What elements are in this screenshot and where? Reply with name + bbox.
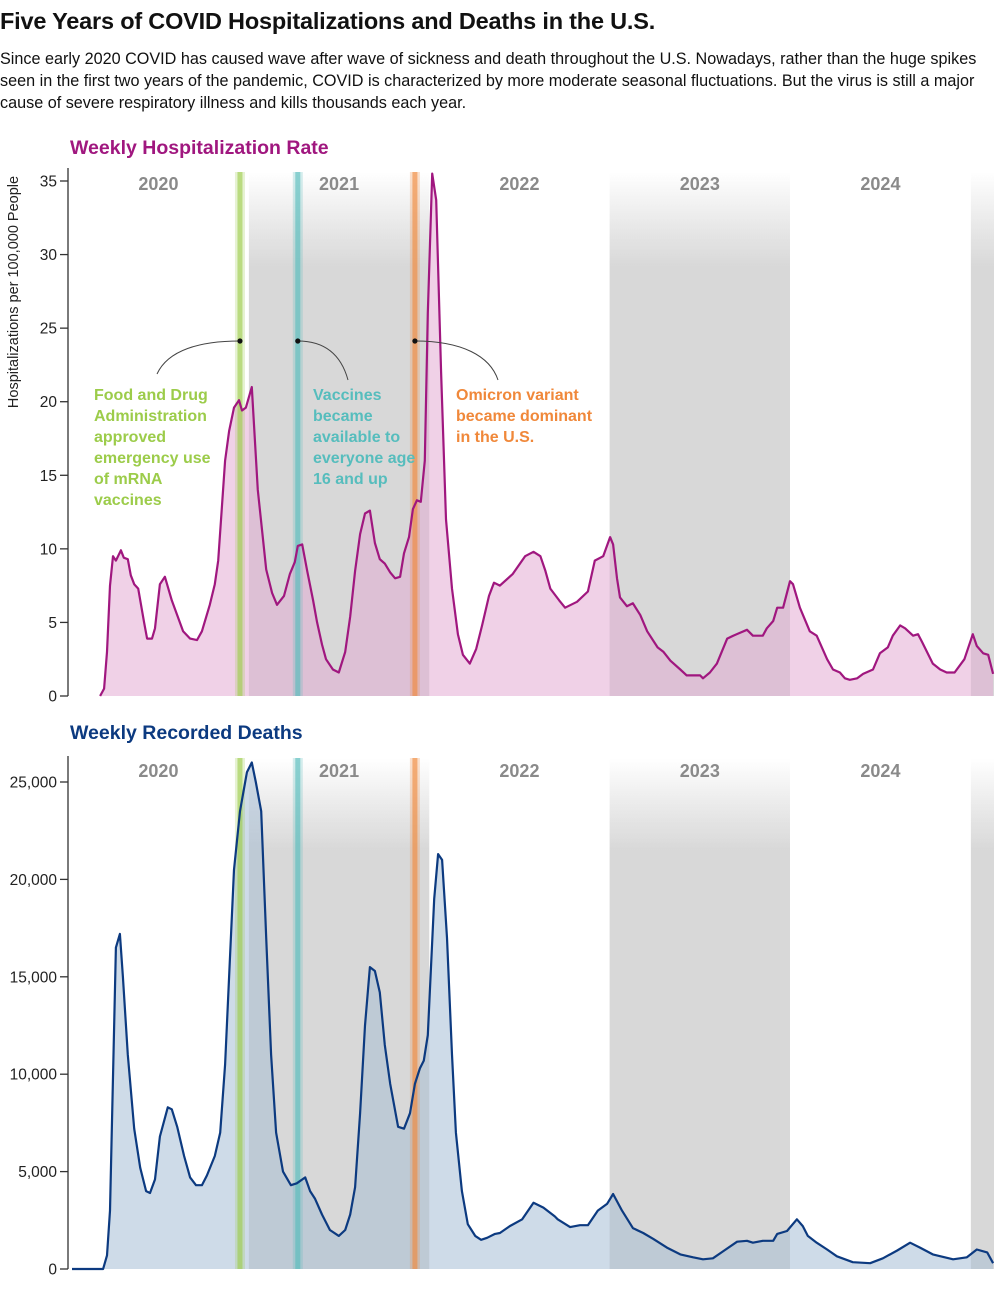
annotation-text-vaccine_all: became	[313, 408, 373, 425]
deaths-chart: Weekly Recorded Deaths 2020 2021 2022 2023 2…	[10, 722, 995, 1279]
y-tick-label: 5,000	[18, 1164, 57, 1181]
y-tick-label: 0	[48, 689, 57, 706]
y-tick-label: 15	[40, 468, 57, 485]
annotation-text-fda: Food and Drug	[94, 387, 208, 404]
y-tick-label: 0	[48, 1262, 57, 1279]
hospitalization-chart: Weekly Hospitalization Rate Hospitalizat…	[6, 137, 995, 706]
year-label-2022: 2022	[499, 761, 539, 781]
year-shade-overlay-2021	[248, 758, 430, 1269]
year-shading-overlay	[248, 758, 994, 1269]
annotation-band-omicron	[412, 172, 418, 696]
year-label-2024: 2024	[860, 174, 900, 194]
y-tick-label: 35	[40, 174, 57, 191]
y-axis: 0 5,000 10,000 15,000 20,000 25,000	[10, 756, 69, 1279]
y-tick-label: 10,000	[10, 1067, 58, 1084]
annotation-band-fda	[237, 172, 243, 696]
year-labels: 2020 2021 2022 2023 2024	[138, 761, 900, 781]
y-axis: 0 5 10 15 20 25 30 35	[40, 168, 69, 706]
year-shade-overlay-2025	[970, 172, 994, 696]
year-shade-overlay-2021	[248, 172, 430, 696]
y-tick-label: 5	[48, 615, 57, 632]
y-tick-label: 20	[40, 394, 58, 411]
year-label-2021: 2021	[319, 761, 359, 781]
annotation-text-omicron: in the U.S.	[456, 429, 534, 446]
year-label-2023: 2023	[680, 174, 720, 194]
annotation-band-fda	[237, 758, 243, 1269]
y-tick-label: 30	[40, 247, 58, 264]
leader-line-fda	[156, 340, 240, 375]
year-shade-overlay-2025	[970, 758, 994, 1269]
annotation-text-fda: vaccines	[94, 492, 162, 509]
year-label-2021: 2021	[319, 174, 359, 194]
annotation-band-omicron	[412, 758, 418, 1269]
year-label-2023: 2023	[680, 761, 720, 781]
series-line	[99, 172, 995, 697]
area-layer	[100, 173, 994, 697]
annotation-text-vaccine_all: 16 and up	[313, 471, 388, 488]
annotation-text-omicron: became dominant	[456, 408, 593, 425]
y-tick-label: 25	[40, 321, 57, 338]
y-tick-label: 25,000	[10, 775, 58, 792]
annotation-dot-vaccine_all	[295, 338, 301, 344]
annotations: Food and Drug Administration approved emerg…	[94, 338, 593, 509]
area-layer	[72, 762, 994, 1269]
leader-line-omicron	[414, 340, 499, 381]
annotation-text-fda: Administration	[94, 408, 207, 425]
year-label-2020: 2020	[138, 174, 178, 194]
annotation-band-vaccine_all	[295, 172, 301, 696]
annotation-text-vaccine_all: everyone age	[313, 450, 415, 467]
hospitalization-chart-title: Weekly Hospitalization Rate	[70, 137, 329, 159]
annotation-text-vaccine_all: Vaccines	[313, 387, 382, 404]
deaths-chart-title: Weekly Recorded Deaths	[70, 722, 303, 744]
year-shade-overlay-2023	[609, 172, 790, 696]
annotation-text-fda: approved	[94, 429, 166, 446]
series-area	[72, 762, 994, 1269]
year-label-2020: 2020	[138, 761, 178, 781]
year-shade-overlay-2023	[609, 758, 790, 1269]
leader-line-vaccine_all	[297, 340, 349, 381]
year-label-2022: 2022	[499, 174, 539, 194]
annotation-text-fda: of mRNA	[94, 471, 163, 488]
line-layer	[99, 172, 995, 697]
annotation-dot-omicron	[412, 338, 418, 344]
year-shading-overlay	[248, 172, 994, 696]
year-label-2024: 2024	[860, 761, 900, 781]
y-tick-label: 15,000	[10, 969, 58, 986]
year-labels: 2020 2021 2022 2023 2024	[138, 174, 900, 194]
line-layer	[72, 761, 995, 1271]
y-tick-label: 20,000	[10, 872, 58, 889]
page-subtitle: Since early 2020 COVID has caused wave a…	[0, 50, 977, 112]
hospitalization-y-axis-label: Hospitalizations per 100,000 People	[6, 176, 22, 408]
annotation-text-fda: emergency use	[94, 450, 211, 467]
annotation-bands	[234, 172, 420, 696]
series-area	[100, 173, 994, 697]
y-tick-label: 10	[40, 541, 58, 558]
annotation-text-vaccine_all: available to	[313, 429, 400, 446]
annotation-bands	[234, 758, 420, 1269]
annotation-text-omicron: Omicron variant	[456, 387, 579, 404]
annotation-band-vaccine_all	[295, 758, 301, 1269]
page-title: Five Years of COVID Hospitalizations and…	[0, 8, 656, 34]
annotation-dot-fda	[237, 338, 243, 344]
series-line	[72, 761, 995, 1271]
